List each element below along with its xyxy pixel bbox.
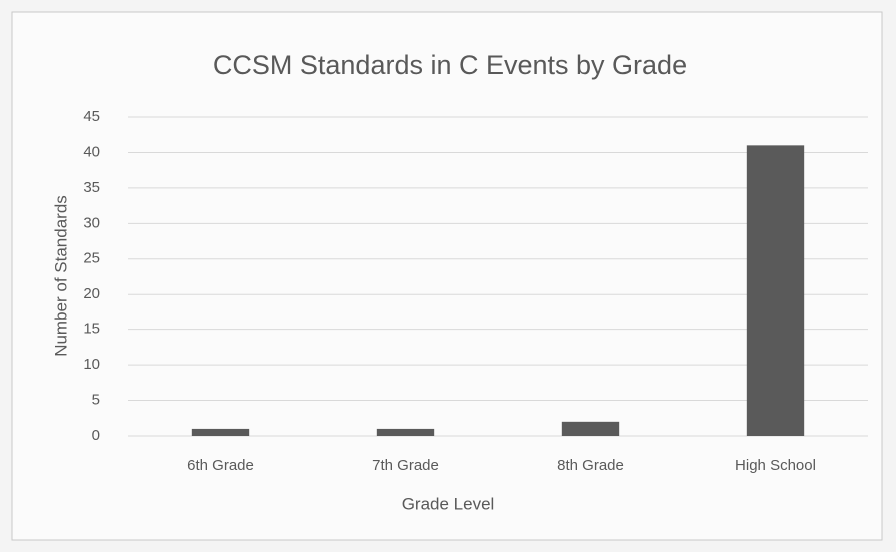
y-tick-label: 45 [83, 108, 100, 125]
chart-frame [11, 11, 883, 541]
x-tick-label: High School [735, 457, 816, 474]
bar [746, 145, 805, 436]
x-tick-label: 8th Grade [557, 457, 624, 474]
chart-title: CCSM Standards in C Events by Grade [213, 50, 687, 80]
y-axis-label: Number of Standards [51, 195, 70, 357]
bar [561, 421, 620, 436]
y-tick-label: 10 [83, 356, 100, 373]
y-tick-label: 15 [83, 321, 100, 338]
x-tick-label: 6th Grade [187, 457, 254, 474]
y-tick-label: 30 [83, 214, 100, 231]
y-tick-label: 20 [83, 285, 100, 302]
y-tick-label: 40 [83, 143, 100, 160]
y-tick-label: 25 [83, 250, 100, 267]
y-tick-label: 35 [83, 179, 100, 196]
bar [191, 428, 250, 436]
x-axis-label: Grade Level [402, 494, 495, 513]
y-tick-label: 5 [92, 392, 100, 409]
x-tick-label: 7th Grade [372, 457, 439, 474]
bar [376, 428, 435, 436]
y-tick-label: 0 [92, 427, 100, 444]
